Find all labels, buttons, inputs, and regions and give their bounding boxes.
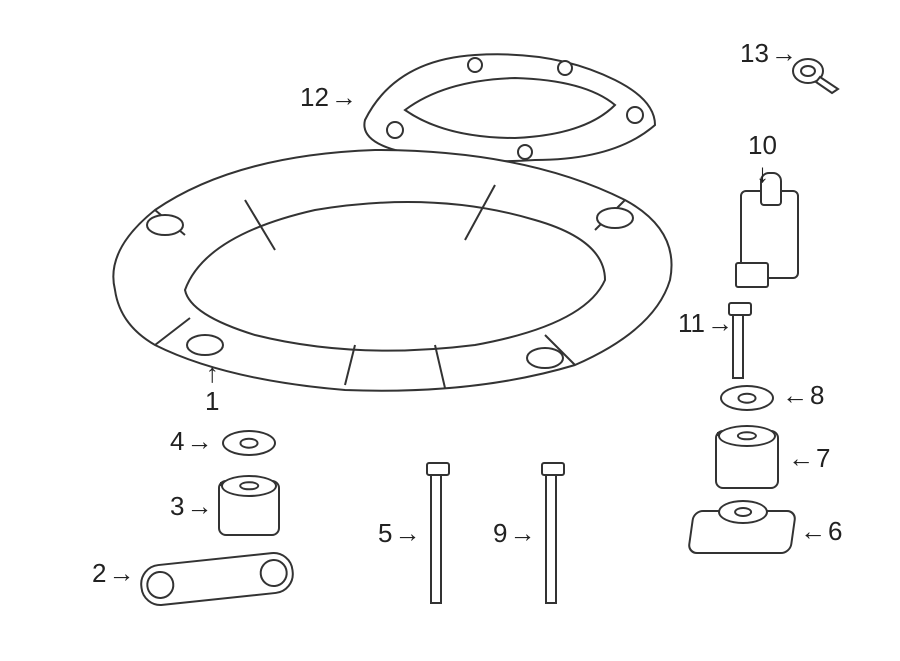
arrow-down-icon: ↓ <box>756 160 769 186</box>
arrow-right-icon: → <box>331 84 357 110</box>
arrow-left-icon: ← <box>782 382 808 408</box>
arrow-right-icon: → <box>186 493 212 519</box>
callout-12: 12 → <box>300 84 357 110</box>
callout-1: 1 ↑ <box>205 360 219 414</box>
arrow-right-icon: → <box>394 520 420 546</box>
callout-4: 4 → <box>170 428 212 454</box>
callout-label: 9 <box>493 520 507 546</box>
part-front-upper-washer <box>222 430 276 456</box>
arrow-up-icon: ↑ <box>206 360 219 386</box>
part-rear-upper-washer <box>720 385 774 411</box>
part-rear-lower-bracket-boss <box>718 500 768 524</box>
part-bracket-bolt <box>732 310 744 379</box>
part-front-mount-bushing-top <box>221 475 277 497</box>
callout-9: 9 → <box>493 520 535 546</box>
arrow-right-icon: → <box>186 428 212 454</box>
callout-label: 12 <box>300 84 329 110</box>
callout-label: 8 <box>810 382 824 408</box>
callout-label: 10 <box>748 132 777 158</box>
parts-diagram: 12 → 13 → 10 ↓ 11 → 8 ← 7 ← 6 ← 1 ↑ 4 → … <box>0 0 900 661</box>
part-subframe <box>95 140 685 400</box>
callout-10: 10 ↓ <box>748 132 777 186</box>
callout-8: 8 ← <box>782 382 824 408</box>
callout-7: 7 ← <box>788 445 830 471</box>
callout-label: 11 <box>678 310 705 336</box>
callout-label: 5 <box>378 520 392 546</box>
callout-6: 6 ← <box>800 518 842 544</box>
callout-label: 6 <box>828 518 842 544</box>
callout-11: 11 → <box>678 310 733 336</box>
callout-label: 13 <box>740 40 769 66</box>
callout-label: 3 <box>170 493 184 519</box>
part-guide-pin-bracket-foot <box>735 262 769 288</box>
arrow-right-icon: → <box>771 40 797 66</box>
callout-label: 1 <box>205 388 219 414</box>
part-front-bolt <box>430 470 442 604</box>
callout-2: 2 → <box>92 560 134 586</box>
part-rear-mount-bushing-top <box>718 425 776 447</box>
callout-label: 7 <box>816 445 830 471</box>
callout-5: 5 → <box>378 520 420 546</box>
part-torque-link <box>138 550 296 608</box>
arrow-right-icon: → <box>509 520 535 546</box>
callout-3: 3 → <box>170 493 212 519</box>
callout-label: 4 <box>170 428 184 454</box>
part-tie-down-ring <box>790 55 840 85</box>
arrow-left-icon: ← <box>800 518 826 544</box>
callout-13: 13 → <box>740 40 797 66</box>
arrow-left-icon: ← <box>788 445 814 471</box>
callout-label: 2 <box>92 560 106 586</box>
arrow-right-icon: → <box>108 560 134 586</box>
part-rear-bolt <box>545 470 557 604</box>
arrow-right-icon: → <box>707 310 733 336</box>
